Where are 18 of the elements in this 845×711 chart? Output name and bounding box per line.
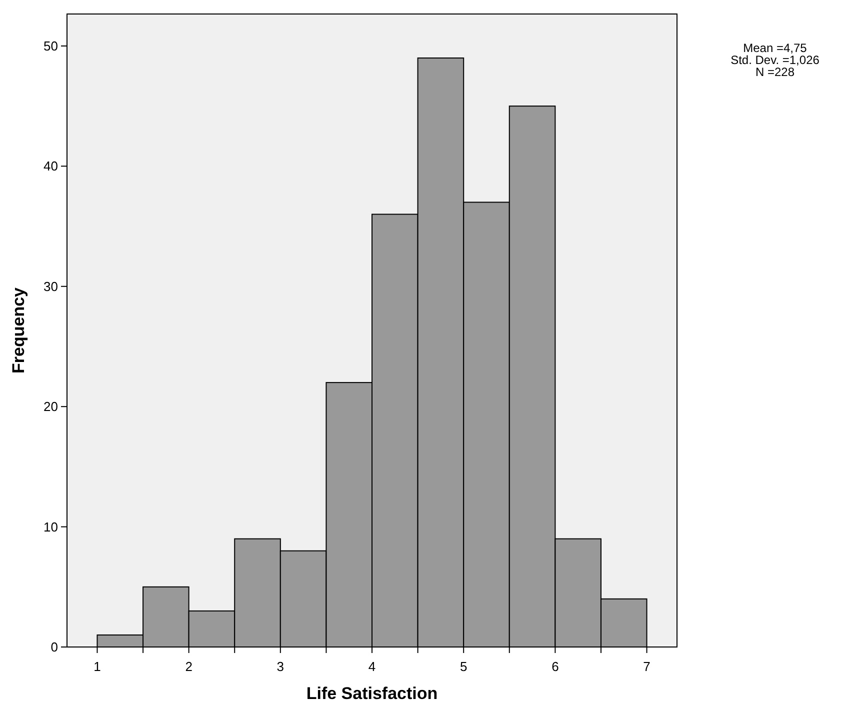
y-tick-label: 30 [44,278,58,294]
x-tick-label: 7 [643,659,650,674]
x-tick-label: 6 [552,659,559,674]
x-tick-label: 2 [185,659,192,674]
x-tick-label: 4 [368,659,376,674]
y-tick-label: 40 [44,158,58,174]
y-tick-label: 0 [50,640,58,655]
y-axis-title: Frequency [9,286,28,374]
x-axis-title: Life Satisfaction [306,684,438,703]
text: Mean =4,75 [743,41,808,55]
text: Std. Dev. =1,026 [730,53,820,67]
y-tick-label: 10 [44,519,58,534]
y-tick-label: 50 [44,38,58,54]
text: N =228 [755,65,795,79]
x-tick-label: 3 [276,659,284,674]
y-tick-label: 20 [44,399,58,414]
x-tick-label: 5 [460,659,468,674]
x-tick-label: 1 [94,659,101,674]
